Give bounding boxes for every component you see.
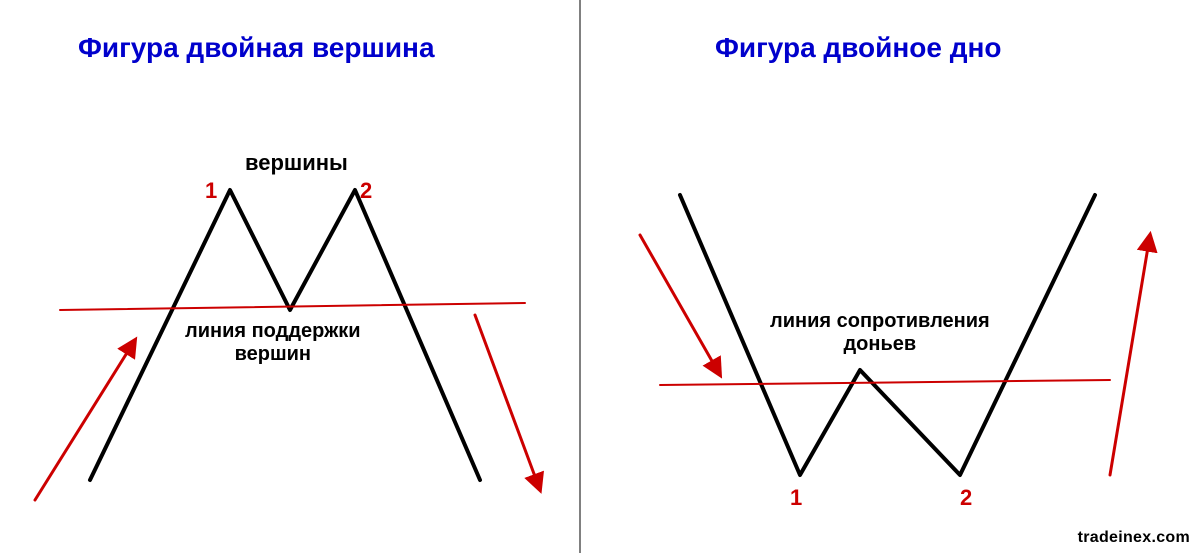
right-bottom-2: 2 <box>960 485 972 511</box>
right-bottom-1: 1 <box>790 485 802 511</box>
diagram-stage: Фигура двойная вершина Фигура двойное дн… <box>0 0 1200 553</box>
left-peak-1: 1 <box>205 178 217 204</box>
left-peak-2: 2 <box>360 178 372 204</box>
watermark: tradeinex.com <box>1078 529 1190 547</box>
diagram-svg <box>0 0 1200 553</box>
right-resist-line1: линия сопротивления <box>770 310 990 332</box>
left-support-label: линия поддержки вершин <box>185 320 361 366</box>
left-support-line1: линия поддержки <box>185 320 361 342</box>
left-peaks-label: вершины <box>245 150 348 176</box>
right-title: Фигура двойное дно <box>715 32 1002 64</box>
right-resist-line2: доньев <box>843 333 916 355</box>
right-resist-label: линия сопротивления доньев <box>770 310 990 356</box>
left-title: Фигура двойная вершина <box>78 32 435 64</box>
left-support-line2: вершин <box>235 343 311 365</box>
